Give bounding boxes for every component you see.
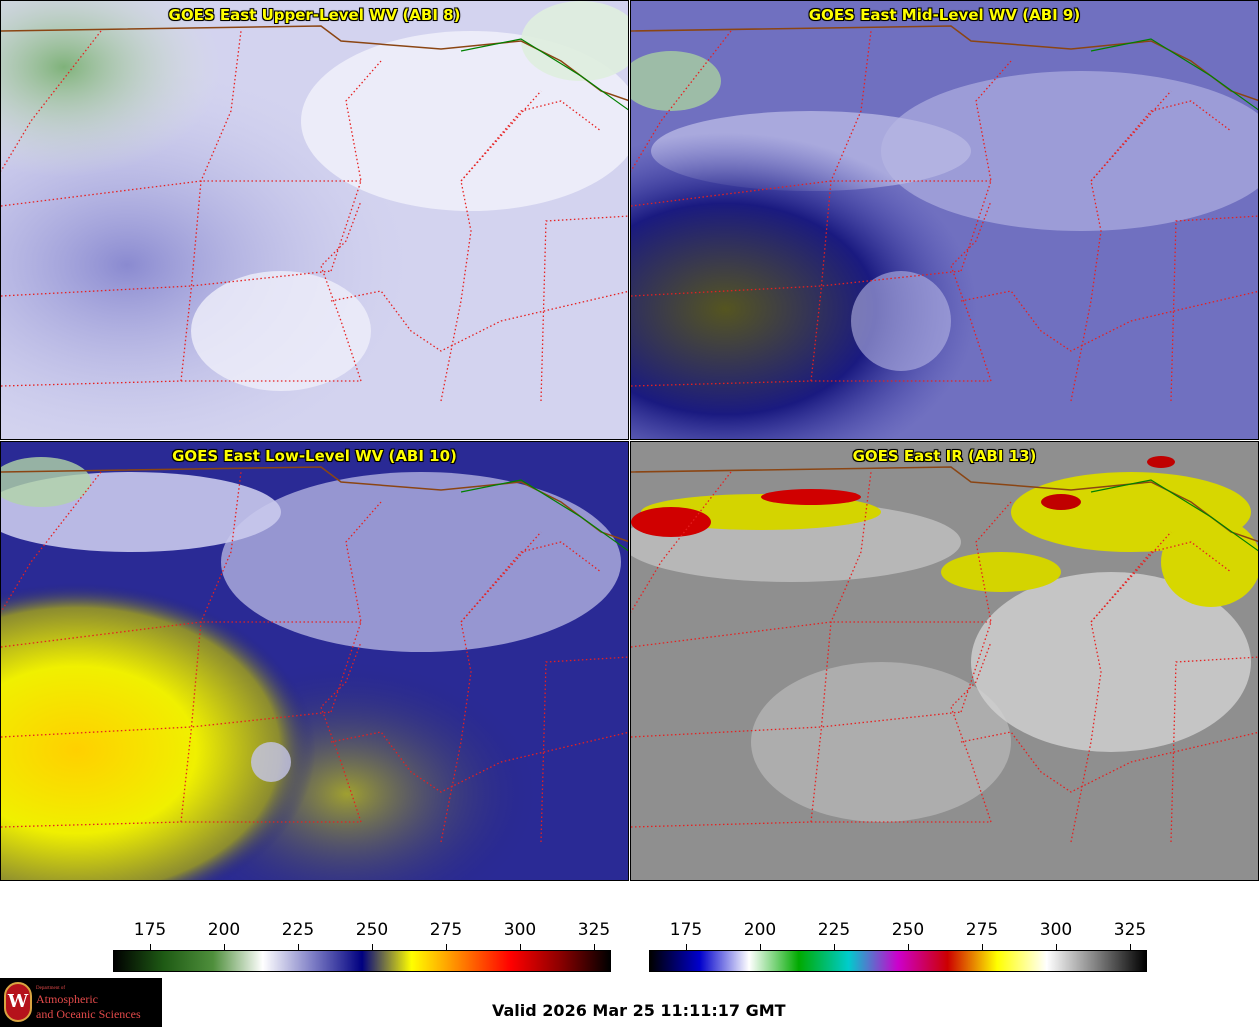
aos-logo: W Department of Atmospheric and Oceanic … <box>0 978 162 1027</box>
panel-low-wv: GOES East Low-Level WV (ABI 10) <box>0 441 629 881</box>
wv-colorbar <box>113 950 611 972</box>
ir-tick-label: 200 <box>743 920 777 940</box>
logo-department: Department of <box>36 986 66 991</box>
ir-tick-label: 325 <box>1113 920 1147 940</box>
ir-tick-label: 300 <box>1039 920 1073 940</box>
upper-wv-image <box>1 1 628 439</box>
wv-tick-mark <box>224 944 225 950</box>
mid-wv-image <box>631 1 1258 439</box>
wv-tick-label: 275 <box>429 920 463 940</box>
ir-tick-mark <box>982 944 983 950</box>
ir-tick-mark <box>1130 944 1131 950</box>
wv-tick-mark <box>520 944 521 950</box>
wv-tick-label: 300 <box>503 920 537 940</box>
wv-tick-label: 325 <box>577 920 611 940</box>
wv-tick-label: 200 <box>207 920 241 940</box>
panel-mid-wv: GOES East Mid-Level WV (ABI 9) <box>630 0 1259 440</box>
uw-seal-icon: W <box>4 982 32 1022</box>
wv-tick-mark <box>594 944 595 950</box>
ir-tick-label: 275 <box>965 920 999 940</box>
wv-tick-mark <box>372 944 373 950</box>
wv-tick-label: 225 <box>281 920 315 940</box>
wv-tick-label: 175 <box>133 920 167 940</box>
ir-tick-label: 250 <box>891 920 925 940</box>
logo-line1: Atmospheric <box>36 992 98 1006</box>
panel-title: GOES East IR (ABI 13) <box>852 447 1037 465</box>
wv-tick-mark <box>446 944 447 950</box>
ir-tick-mark <box>760 944 761 950</box>
ir-tick-mark <box>686 944 687 950</box>
ir-image <box>631 442 1258 880</box>
panel-title: GOES East Upper-Level WV (ABI 8) <box>168 6 461 24</box>
panel-ir: GOES East IR (ABI 13) <box>630 441 1259 881</box>
ir-tick-mark <box>908 944 909 950</box>
wv-tick-mark <box>298 944 299 950</box>
wv-tick-label: 250 <box>355 920 389 940</box>
low-wv-image <box>1 442 628 880</box>
logo-line2: and Oceanic Sciences <box>36 1007 141 1021</box>
ir-tick-label: 175 <box>669 920 703 940</box>
ir-tick-mark <box>834 944 835 950</box>
wv-tick-mark <box>150 944 151 950</box>
panel-title: GOES East Low-Level WV (ABI 10) <box>172 447 457 465</box>
panel-title: GOES East Mid-Level WV (ABI 9) <box>808 6 1081 24</box>
valid-time: Valid 2026 Mar 25 11:11:17 GMT <box>492 1001 786 1020</box>
panel-upper-wv: GOES East Upper-Level WV (ABI 8) <box>0 0 629 440</box>
ir-colorbar <box>649 950 1147 972</box>
ir-tick-label: 225 <box>817 920 851 940</box>
ir-tick-mark <box>1056 944 1057 950</box>
